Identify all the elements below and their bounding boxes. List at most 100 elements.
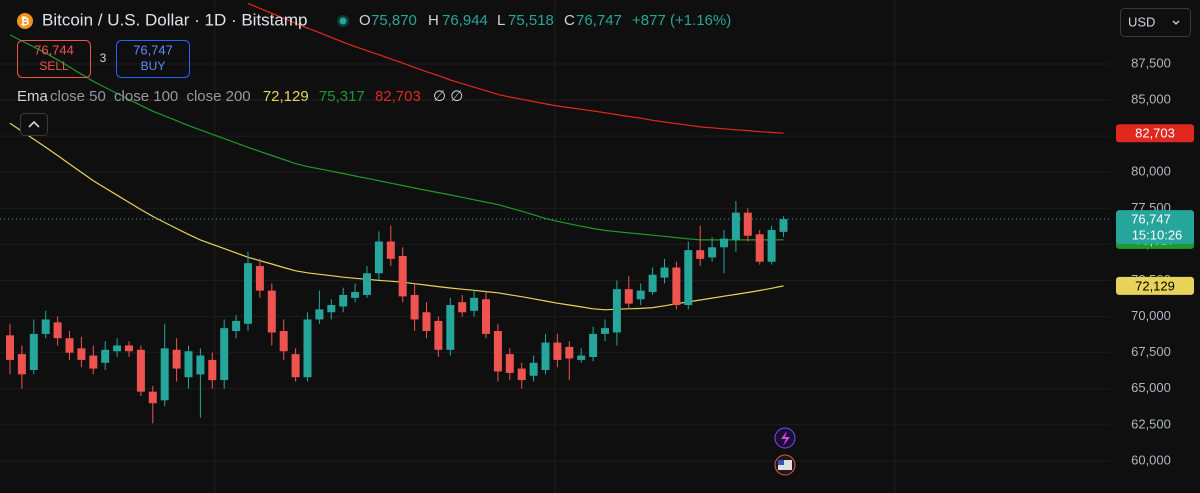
ohlc-value: 76,944 (442, 12, 488, 29)
legend-value: 72,129 (263, 88, 309, 105)
status-dot (339, 17, 347, 25)
candle-body (410, 294, 419, 320)
candle-body (553, 342, 562, 360)
candle-body (279, 331, 288, 352)
price-axis: 60,00062,50065,00067,50070,00072,50075,0… (1116, 55, 1194, 467)
y-tick-label: 70,000 (1131, 308, 1171, 323)
collapse-button[interactable] (20, 113, 48, 136)
ohlc-key: L (497, 12, 505, 29)
candle-body (339, 294, 348, 307)
candle-body (612, 289, 621, 333)
candle-body (458, 302, 467, 313)
grid (214, 0, 896, 493)
coin-icon (17, 13, 33, 29)
candle-body (220, 328, 229, 381)
candle-body (386, 241, 395, 259)
last-price-tag (1116, 210, 1194, 245)
candle-body (731, 212, 740, 241)
price-tag-label: 82,703 (1135, 126, 1175, 141)
y-tick-label: 80,000 (1131, 164, 1171, 179)
candle-body (660, 267, 669, 278)
candle-body (363, 273, 371, 295)
price-tag-label: 72,129 (1135, 278, 1175, 293)
candle-body (196, 355, 205, 375)
candle-body (172, 349, 181, 369)
chevron-up (28, 120, 40, 128)
flag-canton (778, 460, 784, 465)
candle-body (374, 241, 383, 274)
candle-body (624, 289, 633, 304)
countdown-label: 15:10:26 (1132, 228, 1183, 243)
y-tick-label: 67,500 (1131, 344, 1171, 359)
indicator-legend: close 50 close 100 close 200 72,129 75,3… (50, 88, 463, 105)
candle-body (184, 351, 193, 378)
price-tag (1116, 276, 1194, 295)
candle-body (53, 322, 62, 339)
legend-entry: close 100 (114, 88, 178, 105)
plot (0, 2, 1110, 462)
candle-body (541, 342, 550, 371)
candle-body (589, 333, 598, 358)
candle-body (779, 219, 788, 232)
candle-body (101, 349, 110, 363)
y-tick-label: 62,500 (1131, 416, 1171, 431)
candle-body (684, 250, 693, 306)
candle-body (327, 305, 336, 313)
buy-price: 76,747 (133, 42, 173, 57)
ohlc-value: 75,870 (371, 12, 417, 29)
candle-body (113, 345, 122, 352)
candle-body (767, 229, 776, 262)
currency-select[interactable] (1120, 8, 1191, 37)
candle-body (244, 263, 252, 324)
candle-body (565, 346, 574, 359)
candle-body (255, 266, 264, 291)
legend-value: 75,317 (319, 88, 365, 105)
candle-body (6, 335, 14, 360)
ohlc-key: H (428, 12, 439, 29)
legend-value: 82,703 (375, 88, 421, 105)
candle-body (696, 250, 705, 259)
y-tick-label: 65,000 (1131, 380, 1171, 395)
candle-body (41, 319, 50, 334)
candle-body (398, 255, 407, 297)
ohlc-value: 75,518 (508, 12, 554, 29)
candle-body (208, 359, 217, 381)
candle-body (351, 292, 360, 298)
legend-extra: ∅ ∅ (433, 88, 463, 105)
y-tick-label: 87,500 (1131, 55, 1171, 70)
candle-body (505, 354, 514, 373)
ohlc-value: 76,747 (576, 12, 622, 29)
last-price-label: 76,747 (1131, 212, 1171, 227)
flag (778, 460, 792, 470)
candle-body (160, 348, 169, 401)
candle-body (529, 362, 538, 376)
dropdown-chevron (1172, 20, 1180, 25)
candle-body (17, 354, 26, 375)
ema-line (9, 34, 784, 241)
candle-body (77, 348, 86, 360)
candle-body (755, 234, 764, 262)
candle-body (446, 305, 455, 350)
candle-body (422, 312, 431, 332)
ema-line (9, 122, 784, 311)
candle-body (291, 354, 300, 378)
buy-button[interactable] (116, 40, 190, 78)
symbol-title: Bitcoin / U.S. Dollar · 1D · Bitstamp (42, 10, 307, 29)
y-tick-label: 85,000 (1131, 91, 1171, 106)
legend-entry: close 200 (186, 88, 250, 105)
candle-body (267, 290, 276, 333)
ohlc-key: C (564, 12, 575, 29)
candle-body (672, 267, 681, 306)
indicator-name: Ema (17, 88, 49, 105)
candle-body (636, 290, 645, 300)
sell-button[interactable] (17, 40, 91, 78)
candle-body (708, 247, 717, 258)
spread: 3 (100, 51, 107, 65)
buy-label: BUY (141, 59, 166, 73)
sell-price: 76,744 (34, 42, 74, 57)
candle-body (136, 349, 145, 392)
price-change: +877 (+1.16%) (632, 12, 731, 29)
candle-body (303, 319, 312, 378)
candle-body (29, 333, 38, 371)
ohlc-key: O (359, 12, 371, 29)
